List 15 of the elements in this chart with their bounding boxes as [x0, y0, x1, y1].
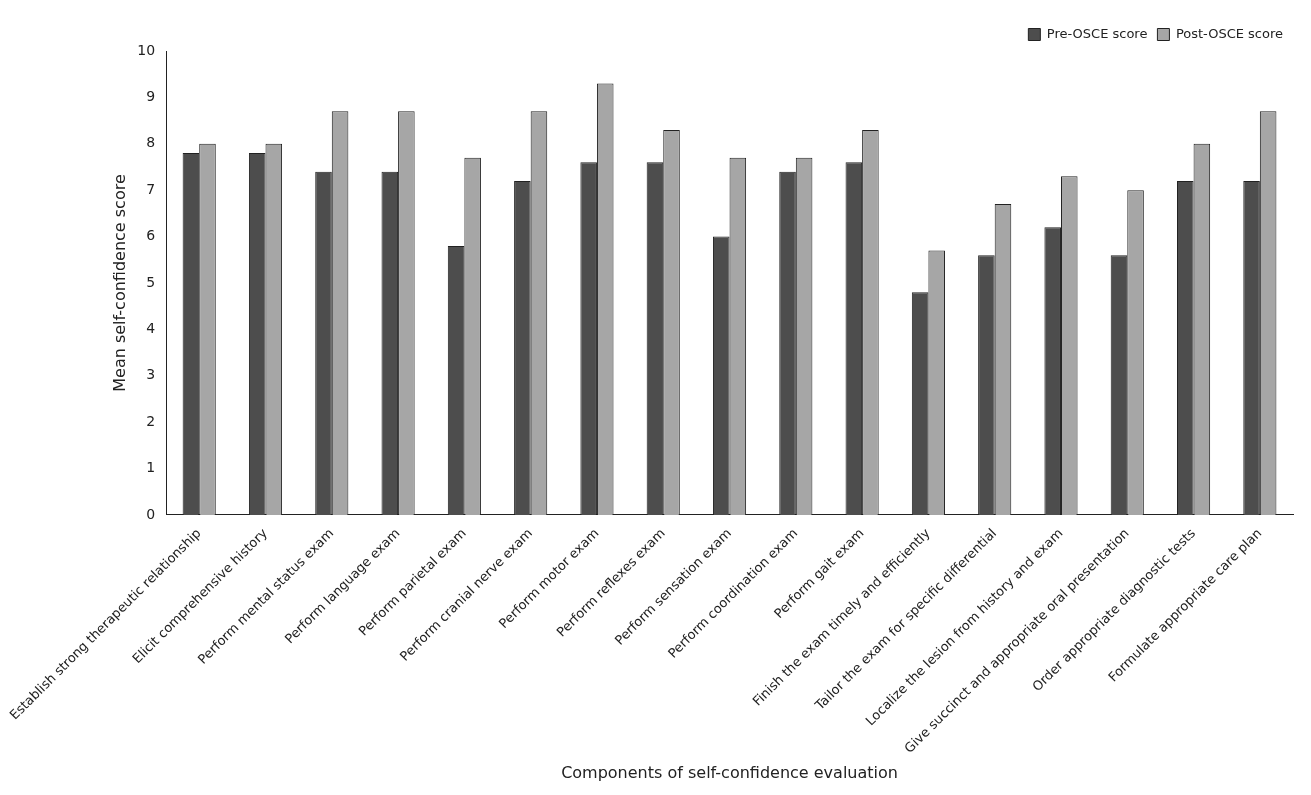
y-tick-label: 6 — [146, 227, 156, 244]
y-tick-label: 5 — [146, 273, 156, 290]
y-tick-label: 4 — [146, 320, 156, 337]
y-tick-label: 0 — [146, 505, 156, 522]
y-tick-label: 7 — [146, 180, 156, 197]
y-tick-label: 3 — [146, 366, 156, 383]
y-tick-label: 9 — [146, 88, 156, 105]
legend-label: Post-OSCE score — [1175, 25, 1283, 41]
y-tick-label: 10 — [137, 41, 156, 58]
y-tick-label: 2 — [146, 412, 156, 429]
y-tick-label: 8 — [146, 134, 156, 151]
legend-label: Pre-OSCE score — [1046, 25, 1148, 41]
y-tick-label: 1 — [146, 459, 156, 476]
x-axis-title: Components of self-confidence evaluation — [561, 762, 898, 782]
y-axis-title: Mean self-confidence score — [109, 174, 129, 392]
